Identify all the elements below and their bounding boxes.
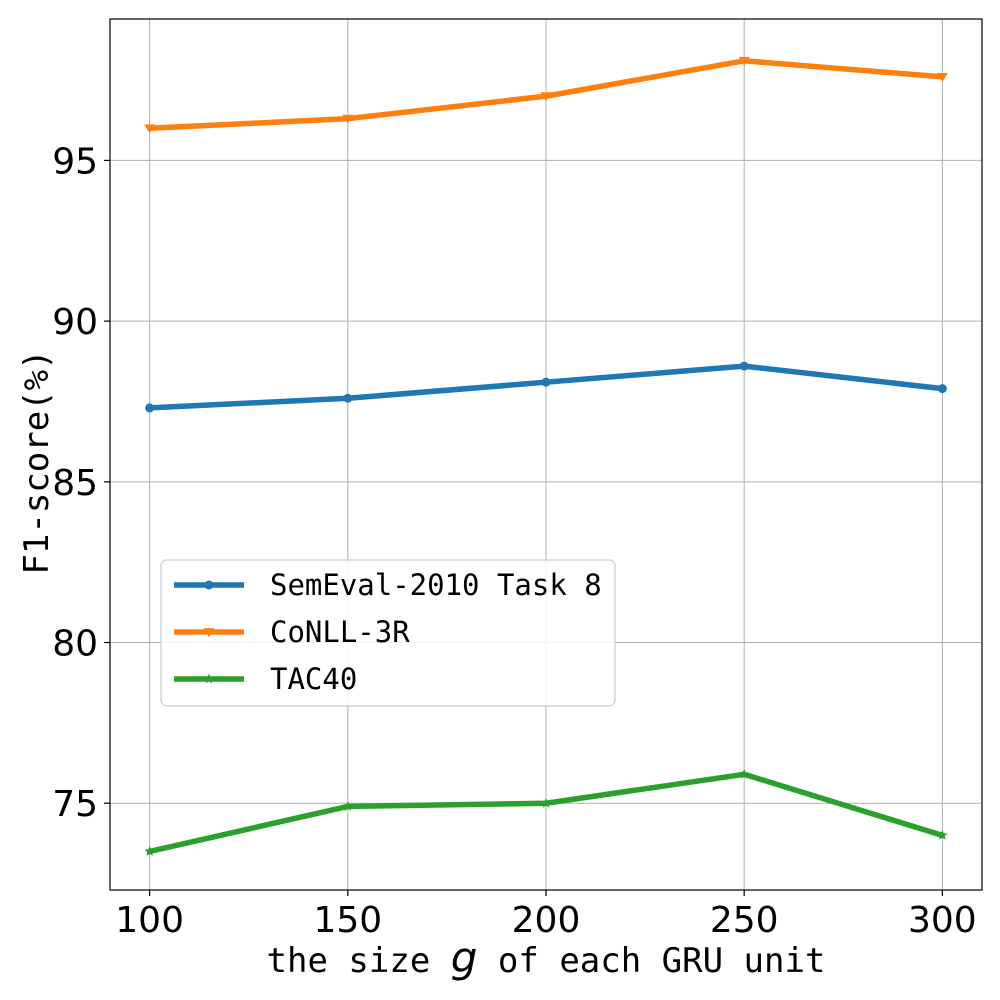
data-point xyxy=(144,845,155,856)
x-axis-label-variable: g xyxy=(451,933,478,982)
y-tick-label: 95 xyxy=(52,141,98,182)
data-point xyxy=(342,114,354,124)
series-1 xyxy=(144,56,948,134)
data-point xyxy=(343,393,353,403)
data-point xyxy=(936,73,948,82)
data-point xyxy=(738,768,750,779)
legend-marker xyxy=(204,580,214,590)
x-tick-label: 100 xyxy=(115,900,184,941)
legend-marker xyxy=(203,673,215,684)
x-tick-label: 300 xyxy=(908,900,977,941)
data-point xyxy=(541,377,551,387)
x-axis-label-after: of each GRU unit xyxy=(477,941,825,981)
series-0 xyxy=(145,361,947,413)
x-tick-label: 150 xyxy=(313,900,382,941)
y-axis-label: F1-score(%) xyxy=(17,349,57,574)
x-axis-ticks: 100 150 200 250 300 xyxy=(115,890,977,941)
data-point xyxy=(937,384,947,394)
y-tick-label: 90 xyxy=(52,302,98,343)
grid-lines xyxy=(110,19,982,890)
data-point xyxy=(145,403,155,413)
data-point xyxy=(342,800,354,811)
legend-label: TAC40 xyxy=(270,662,357,696)
data-point xyxy=(739,361,749,371)
x-axis-label-before: the size xyxy=(267,941,451,981)
y-axis-ticks: 75 80 85 90 95 xyxy=(52,141,110,825)
data-point xyxy=(937,829,948,840)
series-2 xyxy=(144,768,948,856)
x-tick-label: 250 xyxy=(710,900,779,941)
data-point xyxy=(144,124,156,134)
legend: SemEval-2010 Task 8 CoNLL-3R TAC40 xyxy=(160,559,616,707)
data-point xyxy=(540,797,552,808)
x-tick-label: 200 xyxy=(512,900,581,941)
legend-label: SemEval-2010 Task 8 xyxy=(270,568,602,602)
y-tick-label: 75 xyxy=(52,784,98,825)
data-point xyxy=(738,56,750,66)
legend-label: CoNLL-3R xyxy=(270,615,410,649)
series-layer xyxy=(144,56,948,856)
x-axis-label: the size g of each GRU unit xyxy=(267,933,826,982)
y-tick-label: 80 xyxy=(52,624,98,665)
legend-frame xyxy=(160,559,616,707)
data-point xyxy=(540,92,552,102)
y-tick-label: 85 xyxy=(52,463,98,504)
legend-marker xyxy=(203,628,215,637)
